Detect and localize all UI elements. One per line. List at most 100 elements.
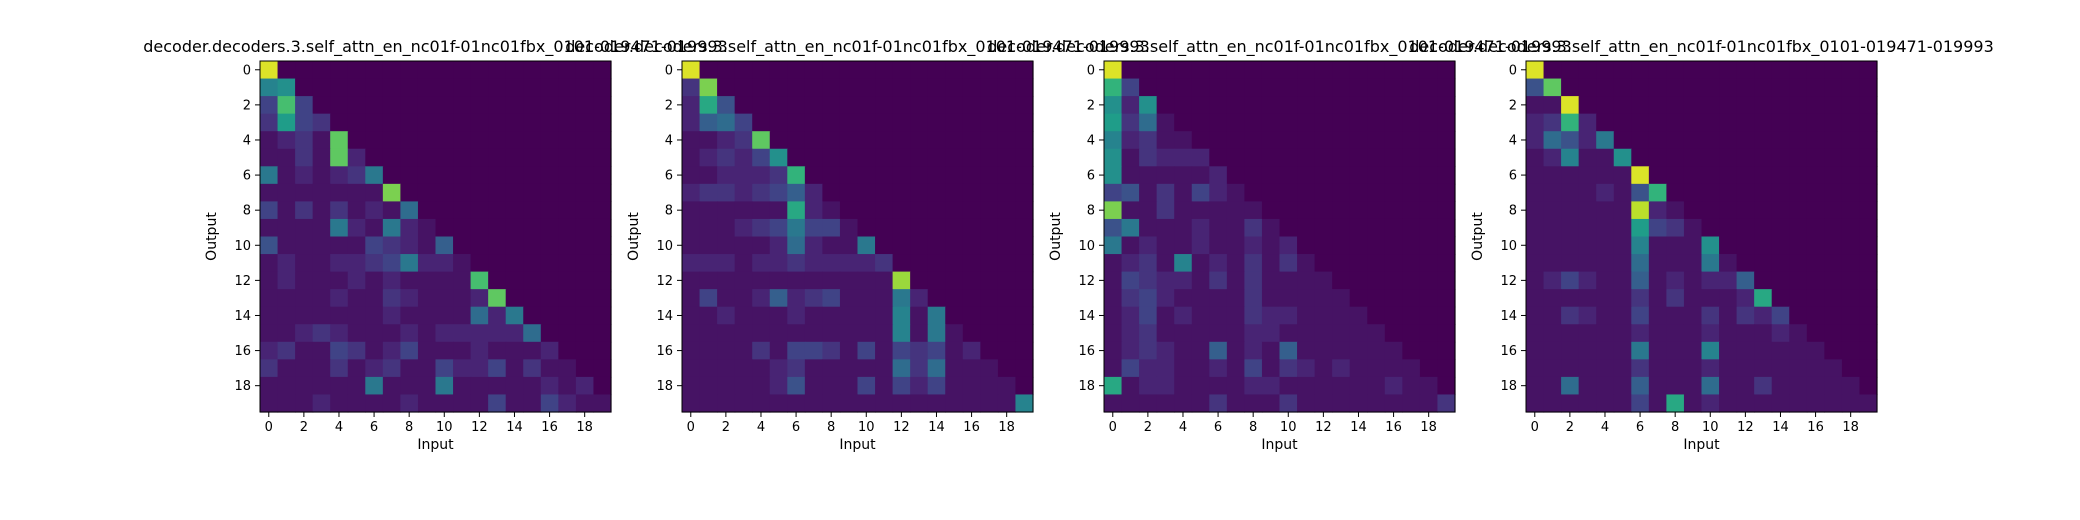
heatmap-cell [892, 236, 911, 255]
heatmap-cell [839, 113, 859, 132]
heatmap-cell [417, 218, 437, 238]
heatmap-cell [1859, 113, 1878, 132]
heatmap-cell [1349, 96, 1368, 115]
heatmap-cell [839, 183, 859, 202]
heatmap-cell [1437, 61, 1456, 80]
heatmap-cell [769, 289, 788, 308]
heatmap-cell [1156, 254, 1175, 273]
heatmap-cell [382, 113, 401, 132]
heatmap-cell [558, 341, 577, 360]
heatmap-cell [875, 78, 894, 97]
heatmap-cell [927, 306, 946, 325]
heatmap-cell [1824, 236, 1843, 255]
chart-title: decoder.decoders.3.self_attn_en_nc01f-01… [987, 37, 1572, 57]
heatmap-cell [910, 201, 929, 220]
heatmap-cell [1226, 271, 1245, 290]
heatmap-cell [1596, 78, 1615, 97]
heatmap-cell [1631, 271, 1650, 290]
heatmap-cell [1191, 271, 1210, 290]
heatmap-cell [1437, 341, 1456, 360]
heatmap-cell [1226, 61, 1245, 80]
heatmap-cell [312, 78, 331, 97]
heatmap-cell [1648, 131, 1667, 150]
heatmap-cell [1437, 306, 1456, 325]
heatmap-cell [400, 341, 419, 360]
heatmap-cell [1754, 306, 1773, 325]
heatmap-cell [787, 254, 806, 273]
heatmap-cell [857, 271, 876, 290]
heatmap-cell [312, 271, 331, 290]
heatmap-cell [295, 236, 314, 255]
heatmap-cell [1736, 166, 1755, 185]
heatmap-cell [1666, 359, 1685, 378]
heatmap-cell [1104, 324, 1123, 343]
heatmap-cell [1789, 394, 1808, 413]
heatmap-cell [962, 183, 981, 202]
heatmap-cell [1736, 324, 1755, 343]
heatmap-cell [1561, 359, 1580, 378]
heatmap-cell [1437, 218, 1456, 238]
heatmap-cell [1631, 96, 1650, 115]
heatmap-cell [1824, 218, 1843, 238]
heatmap-cell [1261, 61, 1281, 80]
heatmap-cell [1121, 183, 1140, 202]
heatmap-cell [892, 78, 911, 97]
heatmap-cell [453, 183, 472, 202]
heatmap-cell [347, 359, 366, 378]
heatmap-cell [1402, 218, 1421, 238]
heatmap-cell [945, 96, 964, 115]
x-tick-label: 6 [1636, 420, 1644, 435]
heatmap-cell [575, 131, 595, 150]
heatmap-cell [857, 148, 876, 167]
heatmap-cell [1314, 78, 1333, 97]
heatmap-cell [1789, 218, 1808, 238]
heatmap-cell [1244, 341, 1263, 360]
heatmap-cell [312, 306, 331, 325]
heatmap-cell [1419, 148, 1439, 167]
heatmap-cell [365, 183, 384, 202]
heatmap-cell [1419, 131, 1439, 150]
heatmap-cell [558, 394, 577, 413]
heatmap-cell [1191, 359, 1210, 378]
heatmap-cell [1367, 113, 1386, 132]
heatmap-cell [1754, 359, 1773, 378]
heatmap-cell [1543, 394, 1562, 413]
heatmap-cell [575, 376, 595, 396]
heatmap-cell [1314, 201, 1333, 220]
heatmap-cell [558, 166, 577, 185]
heatmap-cell [365, 113, 384, 132]
heatmap-cell [295, 306, 314, 325]
heatmap-cell [417, 131, 437, 150]
heatmap-cell [1349, 376, 1368, 396]
heatmap-cell [1701, 131, 1720, 150]
heatmap-cell [752, 148, 771, 167]
heatmap-cell [1314, 183, 1333, 202]
heatmap-cell [1174, 359, 1193, 378]
heatmap-cell [1719, 254, 1738, 273]
heatmap-cell [1279, 78, 1298, 97]
heatmap-cell [470, 78, 489, 97]
heatmap-cell [1543, 271, 1562, 290]
heatmap-cell [1841, 183, 1861, 202]
heatmap-cell [1015, 148, 1034, 167]
heatmap-cell [1648, 271, 1667, 290]
heatmap-cell [839, 324, 859, 343]
heatmap-cell [1419, 394, 1439, 413]
heatmap-cell [330, 394, 349, 413]
y-tick-label: 6 [1509, 169, 1517, 184]
heatmap-cell [1297, 61, 1316, 80]
heatmap-cell [1701, 96, 1720, 115]
heatmap-cell [945, 201, 964, 220]
heatmap-cell [260, 166, 279, 185]
heatmap-cell [804, 218, 823, 238]
heatmap-cell [1561, 113, 1580, 132]
heatmap-cell [400, 289, 419, 308]
heatmap-cell [980, 218, 999, 238]
heatmap-cell [1666, 113, 1685, 132]
heatmap-cell [1314, 359, 1333, 378]
heatmap-cell [347, 183, 366, 202]
heatmap-cell [875, 271, 894, 290]
heatmap-cell [1332, 271, 1351, 290]
heatmap-cell [1648, 218, 1667, 238]
heatmap-cell [1683, 166, 1703, 185]
